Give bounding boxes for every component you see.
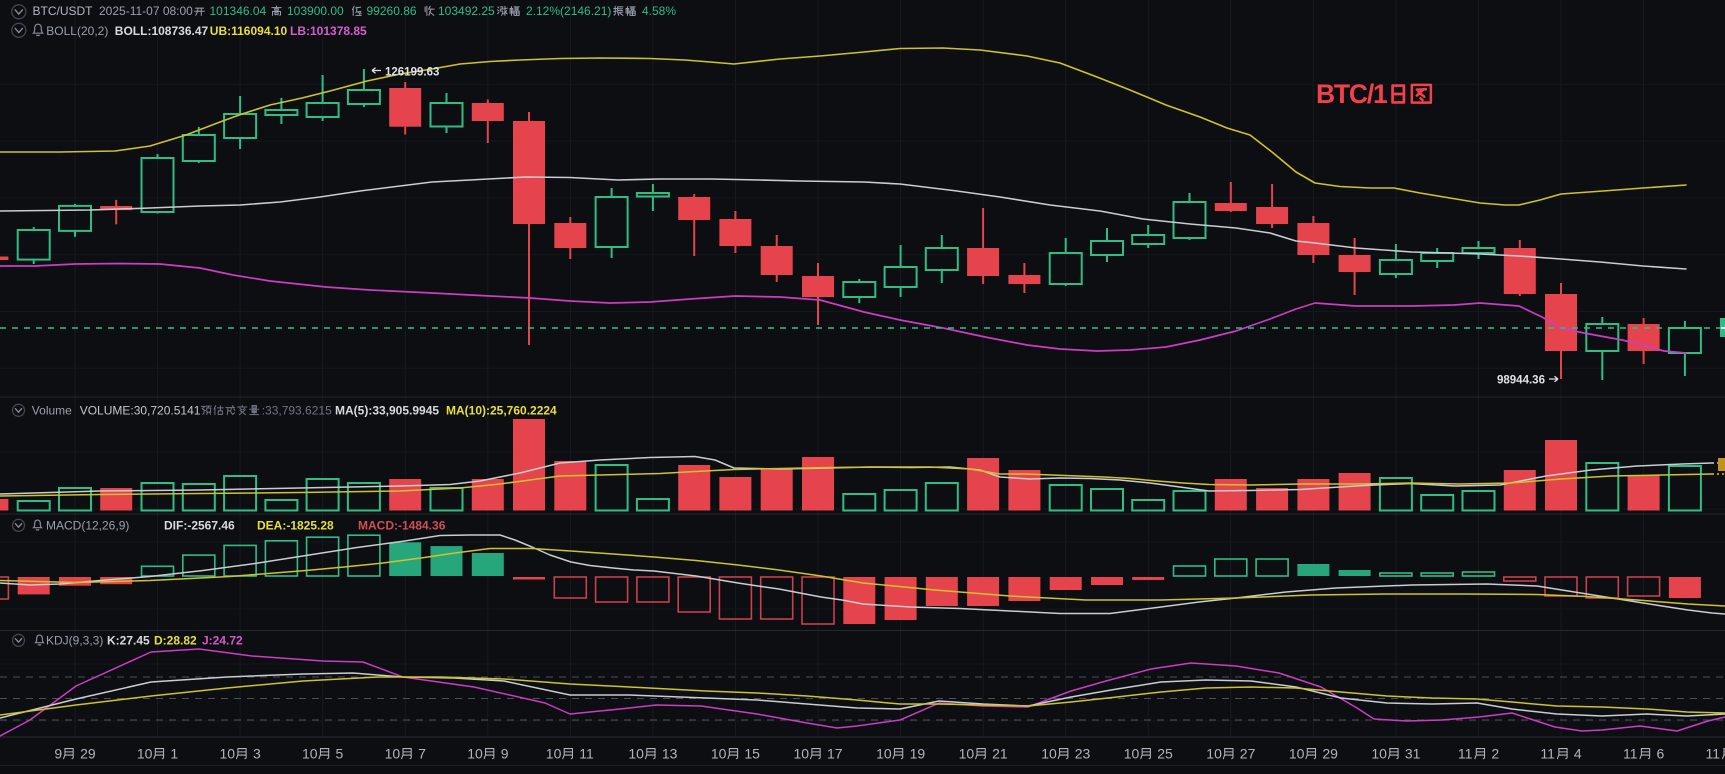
svg-text:11: 11 <box>1458 746 1473 762</box>
svg-text:103492.25: 103492.25 <box>438 4 495 18</box>
svg-text:101346.04: 101346.04 <box>210 4 267 18</box>
svg-text:Volume: Volume <box>32 404 72 418</box>
svg-text:4: 4 <box>1574 746 1582 762</box>
svg-text:MA(10):25,760.2224: MA(10):25,760.2224 <box>446 404 557 418</box>
svg-text:9: 9 <box>501 746 509 762</box>
svg-text:MA(5):33,905.9945: MA(5):33,905.9945 <box>335 404 439 418</box>
svg-text:MACD(12,26,9): MACD(12,26,9) <box>46 519 129 533</box>
svg-text:126199.63: 126199.63 <box>385 67 439 79</box>
svg-text:BTC/1: BTC/1 <box>1316 79 1387 109</box>
svg-text:10: 10 <box>794 746 810 762</box>
svg-text:4.58%: 4.58% <box>642 4 676 18</box>
svg-text:10: 10 <box>959 746 975 762</box>
svg-text:25: 25 <box>1157 746 1173 762</box>
svg-text:10: 10 <box>137 746 153 762</box>
svg-text:BOLL(20,2): BOLL(20,2) <box>46 24 108 38</box>
svg-text:21: 21 <box>992 746 1008 762</box>
svg-text:99260.86: 99260.86 <box>367 4 417 18</box>
svg-text:3: 3 <box>253 746 261 762</box>
svg-text:2.12%(2146.21): 2.12%(2146.21) <box>526 4 611 18</box>
svg-text:98944.36: 98944.36 <box>1497 375 1545 387</box>
svg-text:10: 10 <box>220 746 236 762</box>
svg-text:6: 6 <box>1657 746 1665 762</box>
svg-text:10: 10 <box>467 746 483 762</box>
svg-text:VOLUME:30,720.5141: VOLUME:30,720.5141 <box>80 404 201 418</box>
svg-text:1: 1 <box>170 746 178 762</box>
svg-text:11: 11 <box>1623 746 1638 762</box>
svg-text:2: 2 <box>1491 746 1499 762</box>
svg-text:D:28.82: D:28.82 <box>154 634 197 648</box>
svg-text:27: 27 <box>1240 746 1256 762</box>
svg-text:10: 10 <box>711 746 727 762</box>
svg-text:DIF:-2567.46: DIF:-2567.46 <box>164 519 235 533</box>
svg-text:LB:101378.85: LB:101378.85 <box>290 24 367 38</box>
svg-text:29: 29 <box>1322 746 1338 762</box>
svg-text:11: 11 <box>1540 746 1555 762</box>
svg-text:5: 5 <box>336 746 344 762</box>
svg-text:K:27.45: K:27.45 <box>107 634 150 648</box>
svg-text:23: 23 <box>1075 746 1091 762</box>
svg-text:19: 19 <box>910 746 926 762</box>
svg-text:J:24.72: J:24.72 <box>202 634 243 648</box>
svg-text:103900.00: 103900.00 <box>287 4 344 18</box>
svg-text:10: 10 <box>385 746 401 762</box>
svg-text:KDJ(9,3,3): KDJ(9,3,3) <box>46 634 103 648</box>
svg-text:10: 10 <box>628 746 644 762</box>
svg-text:11: 11 <box>579 746 594 762</box>
svg-text:10: 10 <box>1206 746 1222 762</box>
svg-text:BTC/USDT: BTC/USDT <box>33 4 94 18</box>
svg-text:10: 10 <box>876 746 892 762</box>
svg-text:10: 10 <box>302 746 318 762</box>
svg-text:29: 29 <box>80 746 96 762</box>
svg-text:13: 13 <box>662 746 678 762</box>
svg-text:9: 9 <box>54 746 62 762</box>
svg-text:10: 10 <box>1371 746 1387 762</box>
svg-text:15: 15 <box>744 746 760 762</box>
svg-text:17: 17 <box>827 746 843 762</box>
svg-text:11: 11 <box>1706 746 1721 762</box>
svg-text:10: 10 <box>546 746 562 762</box>
svg-text:2025-11-07 08:00: 2025-11-07 08:00 <box>99 4 193 18</box>
svg-text:BOLL:108736.47: BOLL:108736.47 <box>115 24 209 38</box>
svg-text:MACD:-1484.36: MACD:-1484.36 <box>358 519 446 533</box>
svg-text:10: 10 <box>1289 746 1305 762</box>
svg-text:10: 10 <box>1041 746 1057 762</box>
svg-text:UB:116094.10: UB:116094.10 <box>210 24 288 38</box>
svg-text:7: 7 <box>418 746 426 762</box>
svg-text:31: 31 <box>1405 746 1421 762</box>
svg-text:10: 10 <box>1124 746 1140 762</box>
svg-text:DEA:-1825.28: DEA:-1825.28 <box>257 519 334 533</box>
svg-text::33,793.6215: :33,793.6215 <box>262 404 332 418</box>
